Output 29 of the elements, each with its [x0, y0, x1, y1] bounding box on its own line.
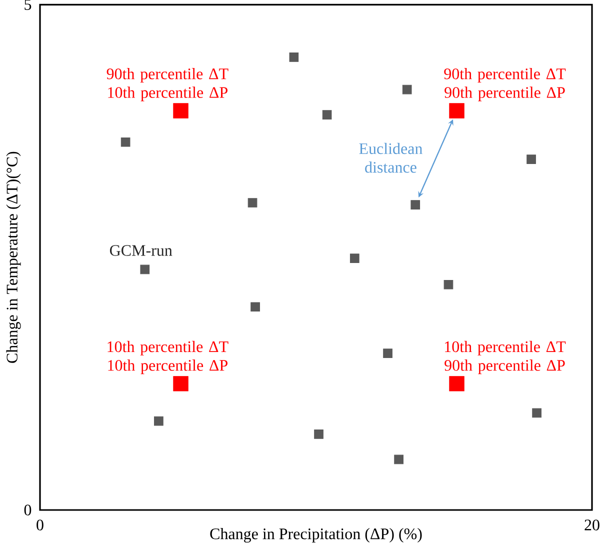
point: [250, 302, 260, 312]
annotation: 90th percentile ΔT 10th percentile ΔP: [106, 68, 228, 102]
annotation: 10th percentile ΔT 90th percentile ΔP: [444, 340, 566, 374]
x-axis-title: Change in Precipitation (ΔP) (%): [210, 528, 422, 543]
point: [444, 280, 454, 290]
point: [402, 84, 412, 94]
point: [289, 52, 299, 62]
point: [410, 200, 420, 210]
annotation: Euclidean distance: [359, 142, 422, 173]
point: [350, 254, 360, 264]
point: [532, 408, 542, 418]
annotation: 10th percentile ΔT 10th percentile ΔP: [108, 340, 228, 374]
point: [154, 416, 164, 426]
point: [173, 376, 188, 392]
point: [173, 103, 188, 118]
x-tick-label: 20: [584, 520, 600, 530]
point: [383, 348, 392, 358]
point: [140, 264, 150, 274]
point: [449, 103, 464, 118]
point: [248, 198, 258, 208]
point: [449, 376, 464, 392]
point: [120, 137, 130, 147]
y-axis-title: Change in Temperature (ΔT)(°C): [6, 152, 21, 363]
point: [322, 110, 332, 120]
point: [394, 454, 404, 464]
series-label: GCM-run: [110, 245, 172, 256]
point: [526, 154, 536, 164]
annotation: 90th percentile ΔT 90th percentile ΔP: [444, 68, 566, 102]
point: [314, 430, 324, 439]
